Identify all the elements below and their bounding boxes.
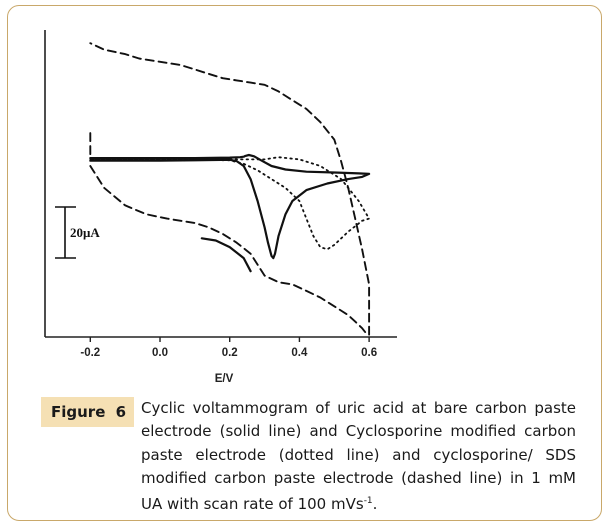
- figure-label: Figure 6: [41, 397, 134, 427]
- x-tick-label: 0.0: [152, 347, 168, 359]
- plot-area: [44, 30, 397, 338]
- caption-superscript: -1: [363, 496, 373, 507]
- x-tick-label: -0.2: [80, 347, 100, 359]
- series-layer: [89, 42, 371, 336]
- scale-bar-label: 20μA: [70, 225, 100, 240]
- x-tick-label: 0.2: [222, 347, 238, 359]
- series-line-solid: [200, 237, 252, 273]
- x-ticks: -0.2 0.0 0.2 0.4 0.6: [80, 337, 377, 359]
- figure-label-number: 6: [115, 403, 126, 421]
- x-axis-label: E/V: [215, 373, 234, 385]
- x-tick-label: 0.6: [361, 347, 377, 359]
- caption-end: .: [372, 495, 378, 514]
- series-line-solid: [89, 153, 371, 260]
- scale-bar: 20μA: [55, 206, 100, 259]
- series-line-dotted: [89, 156, 370, 251]
- voltammogram-chart: -0.2 0.0 0.2 0.4 0.6 20μA E/V: [44, 30, 397, 385]
- figure-label-word: Figure: [51, 403, 106, 421]
- series-line-dashed: [89, 42, 371, 336]
- x-tick-label: 0.4: [291, 347, 308, 359]
- caption-text: Cyclic voltammogram of uric acid at bare…: [141, 399, 576, 514]
- figure-caption: Cyclic voltammogram of uric acid at bare…: [141, 397, 576, 516]
- figure-frame: [7, 5, 602, 521]
